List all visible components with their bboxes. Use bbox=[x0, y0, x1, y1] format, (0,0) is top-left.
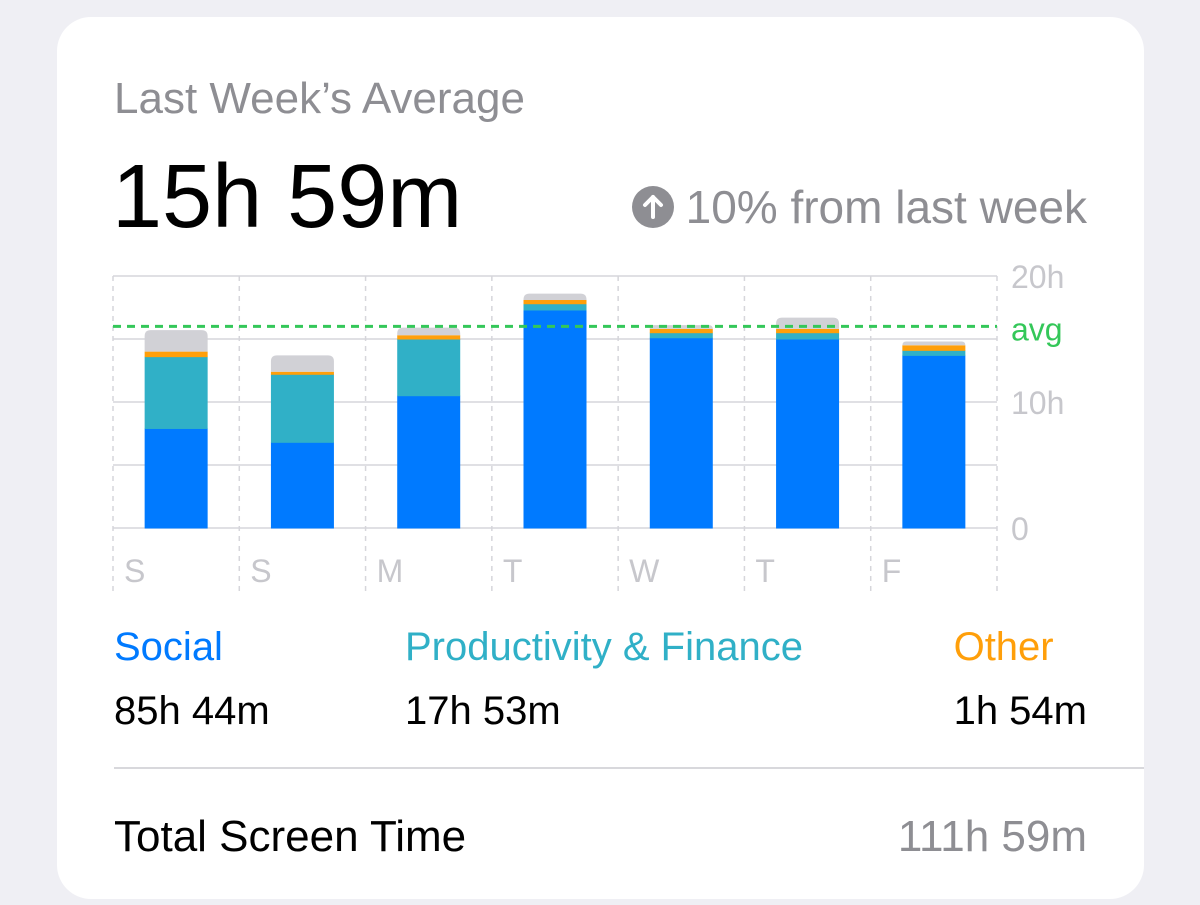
legend-value: 1h 54m bbox=[953, 689, 1087, 733]
bar-segment bbox=[144, 428, 208, 529]
bar-segment bbox=[776, 328, 840, 334]
divider bbox=[114, 767, 1144, 769]
y-tick-label: 0 bbox=[1011, 511, 1029, 547]
x-tick-label: T bbox=[755, 553, 775, 589]
average-label: avg bbox=[1011, 311, 1063, 347]
bar-segment bbox=[902, 345, 966, 351]
x-tick-label: S bbox=[124, 553, 145, 589]
bar-segment bbox=[902, 355, 966, 529]
x-tick-label: M bbox=[377, 553, 404, 589]
bar-segment bbox=[523, 299, 587, 305]
x-tick-label: W bbox=[629, 553, 660, 589]
bar-segment bbox=[649, 328, 713, 334]
bar-segment bbox=[397, 395, 461, 529]
change-indicator: 10% from last week bbox=[631, 181, 1087, 233]
bar-segment bbox=[649, 337, 713, 529]
period-subtitle: Last Week’s Average bbox=[114, 74, 525, 123]
x-tick-label: S bbox=[250, 553, 271, 589]
change-text: 10% from last week bbox=[685, 181, 1087, 233]
x-tick-label: T bbox=[503, 553, 523, 589]
bar-segment bbox=[649, 332, 713, 339]
legend-name: Productivity & Finance bbox=[405, 625, 803, 669]
legend-item-productivity-finance[interactable]: Productivity & Finance 17h 53m bbox=[405, 627, 803, 731]
bar-segment bbox=[270, 374, 334, 443]
bar-segment bbox=[144, 356, 208, 429]
bar-segment bbox=[397, 335, 461, 340]
bar-segment bbox=[270, 371, 334, 375]
screen-time-card[interactable]: Last Week’s Average 15h 59m 10% from las… bbox=[57, 17, 1144, 899]
y-tick-label: 20h bbox=[1011, 259, 1064, 295]
legend-name: Other bbox=[953, 625, 1054, 669]
bar-segment bbox=[397, 339, 461, 397]
total-value: 111h 59m bbox=[897, 812, 1087, 861]
x-tick-label: F bbox=[882, 553, 902, 589]
usage-bar-chart[interactable]: avg 0 10h 20h S S M T W T F bbox=[57, 17, 1144, 617]
arrow-up-circle-icon bbox=[631, 186, 674, 228]
legend-name: Social bbox=[114, 625, 223, 669]
bar-segment bbox=[523, 293, 587, 300]
legend-item-social[interactable]: Social 85h 44m bbox=[114, 627, 270, 731]
legend-value: 17h 53m bbox=[405, 689, 561, 733]
total-label: Total Screen Time bbox=[114, 812, 467, 861]
bar-segment bbox=[776, 332, 840, 340]
bar-segment bbox=[270, 355, 334, 372]
y-tick-label: 10h bbox=[1011, 385, 1064, 421]
bar-segment bbox=[144, 330, 208, 352]
bar-segment bbox=[902, 350, 966, 356]
bar-segment bbox=[523, 303, 587, 311]
legend-value: 85h 44m bbox=[114, 689, 270, 733]
bar-segment bbox=[523, 310, 587, 529]
bar-segment bbox=[144, 351, 208, 358]
bar-segment bbox=[776, 339, 840, 529]
bar-segment bbox=[270, 442, 334, 529]
legend-item-other[interactable]: Other 1h 54m bbox=[954, 627, 1087, 731]
average-value: 15h 59m bbox=[112, 147, 463, 247]
bar-segment bbox=[902, 341, 966, 346]
bar-segment bbox=[397, 327, 461, 336]
